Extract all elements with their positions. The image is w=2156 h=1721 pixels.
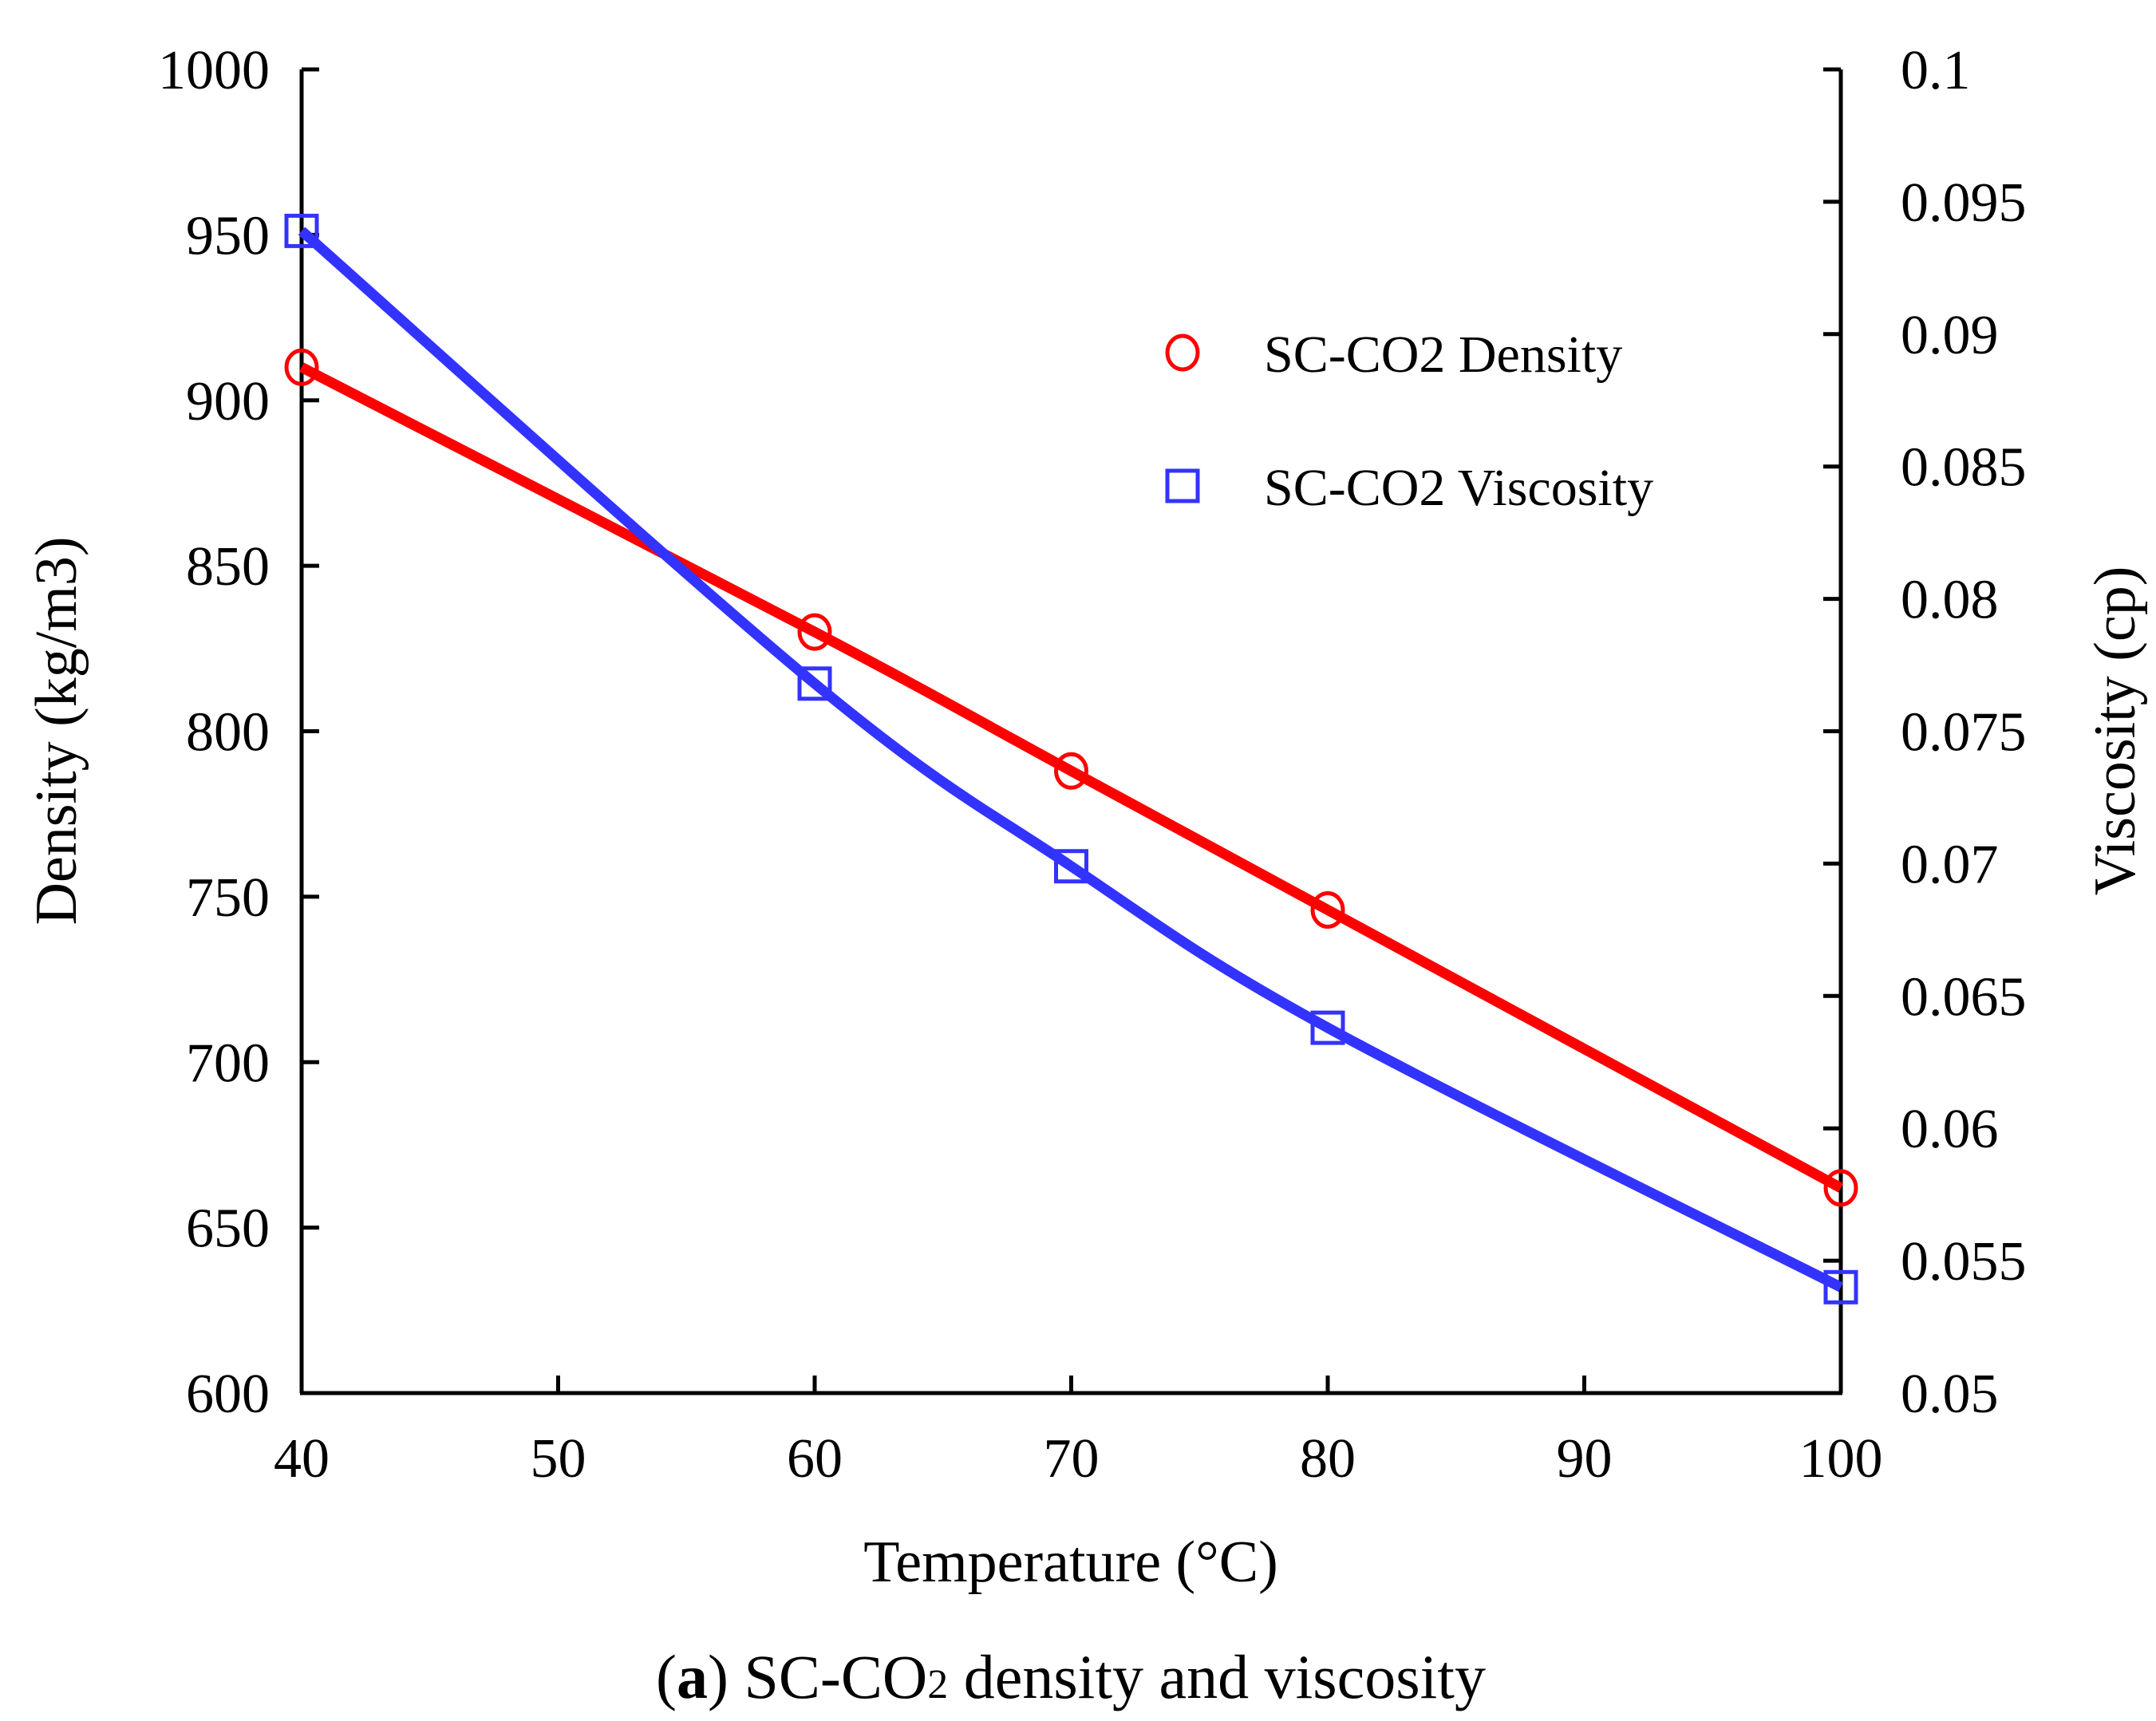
density-point-marker <box>284 348 319 386</box>
x-tick-label: 90 <box>1557 1428 1613 1490</box>
y-tick-label: 800 <box>186 702 270 764</box>
y2-axis-label: Viscosity (cp) <box>2083 566 2148 896</box>
y2-tick-label: 0.05 <box>1901 1364 1999 1425</box>
x-tick-label: 100 <box>1799 1428 1883 1490</box>
y2-tick-label: 0.055 <box>1901 1231 2027 1293</box>
y2-tick-label: 0.075 <box>1901 702 2027 764</box>
legend-viscosity-marker <box>1165 468 1200 503</box>
density-line <box>299 362 1844 1193</box>
caption-part1: SC-CO <box>744 1642 927 1711</box>
viscosity-point-marker <box>284 213 319 248</box>
density-point-marker <box>1310 890 1345 929</box>
viscosity-point-marker <box>1310 1010 1345 1045</box>
x-tick-label: 80 <box>1300 1428 1356 1490</box>
viscosity-point-marker <box>1823 1269 1858 1305</box>
y-tick-label: 900 <box>186 371 270 432</box>
density-point-marker <box>1823 1169 1858 1207</box>
viscosity-line <box>298 227 1843 1293</box>
caption-label: a <box>677 1642 708 1711</box>
y-tick-label: 650 <box>186 1198 270 1260</box>
y2-tick-label: 0.09 <box>1901 305 1999 366</box>
x-axis-label: Temperature (°C) <box>863 1530 1278 1595</box>
viscosity-point-marker <box>1054 849 1088 884</box>
viscosity-point-marker <box>797 666 832 701</box>
legend-viscosity-label: SC-CO2 Viscosity <box>1264 459 1653 517</box>
density-point-marker <box>1054 752 1088 790</box>
x-tick-label: 70 <box>1044 1428 1100 1490</box>
y2-tick-label: 0.095 <box>1901 172 2027 234</box>
caption-part2: density and viscosity <box>948 1642 1486 1711</box>
legend-density-label: SC-CO2 Density <box>1264 326 1622 384</box>
density-point-marker <box>797 613 832 651</box>
figure-caption: (a) SC-CO2 density and viscosity <box>656 1642 1486 1711</box>
y2-tick-label: 0.065 <box>1901 966 2027 1028</box>
y-tick-label: 950 <box>186 205 270 266</box>
y2-tick-label: 0.06 <box>1901 1099 1999 1160</box>
y-tick-label: 750 <box>186 867 270 929</box>
x-tick-label: 50 <box>531 1428 586 1490</box>
y-tick-label: 850 <box>186 536 270 598</box>
y-tick-label: 600 <box>186 1364 270 1425</box>
caption-subscript: 2 <box>927 1662 948 1707</box>
y-axis-label: Density (kg/m3) <box>24 536 89 925</box>
y-tick-label: 700 <box>186 1032 270 1094</box>
y2-tick-label: 0.085 <box>1901 437 2027 499</box>
y2-tick-label: 0.08 <box>1901 570 1999 631</box>
x-tick-label: 60 <box>787 1428 843 1490</box>
y-tick-label: 1000 <box>158 40 270 101</box>
y2-tick-label: 0.1 <box>1901 40 1971 101</box>
legend-density-marker <box>1165 334 1200 372</box>
y2-tick-label: 0.07 <box>1901 834 1999 895</box>
x-tick-label: 40 <box>274 1428 330 1490</box>
